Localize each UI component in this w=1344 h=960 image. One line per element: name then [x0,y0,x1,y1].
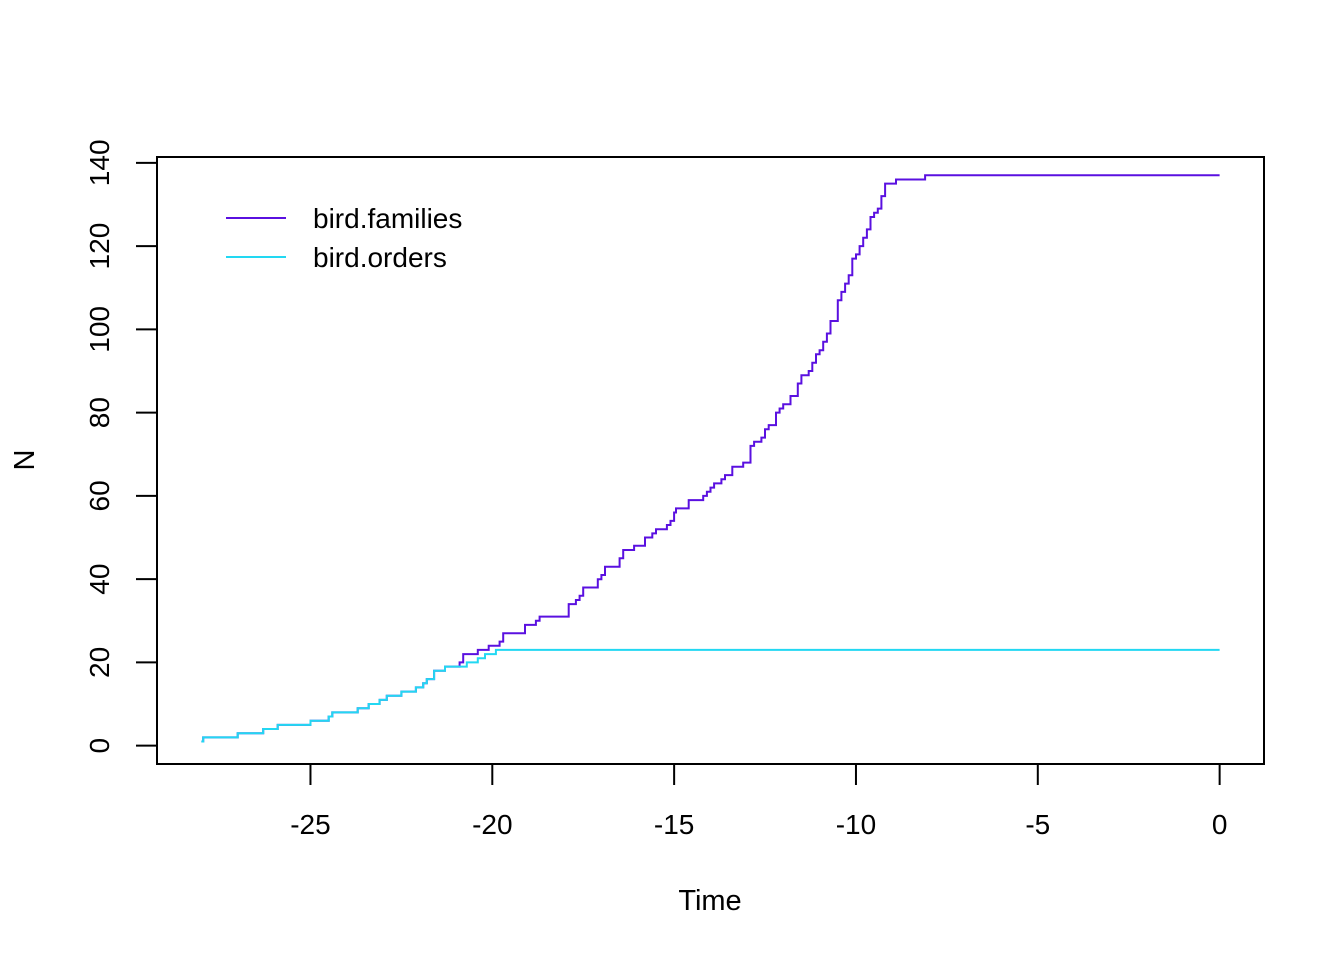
series-layer [201,174,1220,743]
x-tick-label: -25 [290,809,330,840]
y-axis: 0 20 40 60 80 100 120 140 [84,139,158,754]
y-tick-label: 60 [84,480,115,511]
y-tick-label: 100 [84,306,115,353]
series-line-bird-orders [201,648,1220,743]
y-tick-label: 40 [84,564,115,595]
x-axis-label: Time [678,885,741,917]
y-tick-label: 20 [84,647,115,678]
x-tick-label: -20 [472,809,512,840]
x-tick-label: 0 [1212,809,1228,840]
legend-label: bird.families [313,203,462,234]
legend: bird.families bird.orders [226,203,462,273]
x-tick-label: -10 [836,809,876,840]
x-tick-label: -15 [654,809,694,840]
y-tick-label: 0 [84,738,115,754]
x-axis: -25 -20 -15 -10 -5 0 [290,763,1228,840]
x-tick-label: -5 [1025,809,1050,840]
legend-label: bird.orders [313,242,447,273]
y-tick-label: 120 [84,223,115,270]
y-axis-label: N [9,450,41,471]
y-tick-label: 80 [84,397,115,428]
y-tick-label: 140 [84,139,115,186]
